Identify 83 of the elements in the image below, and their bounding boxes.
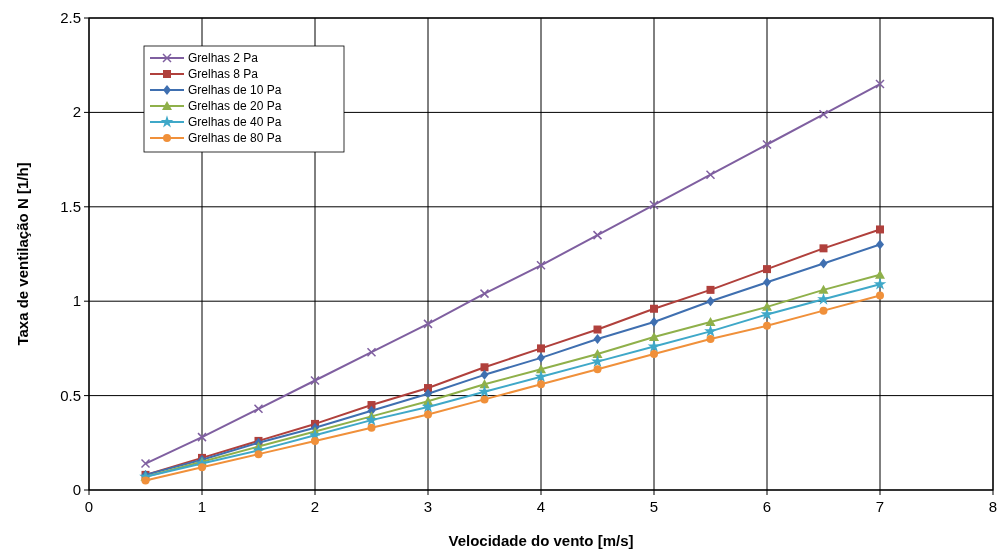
legend-label: Grelhas de 10 Pa [188, 83, 282, 97]
legend-label: Grelhas de 80 Pa [188, 131, 282, 145]
point [876, 225, 884, 234]
point [480, 369, 489, 380]
point [140, 458, 151, 469]
point [593, 333, 602, 344]
y-tick-label: 0 [72, 481, 81, 498]
point [591, 354, 604, 368]
x-tick-label: 3 [423, 498, 433, 515]
point [705, 316, 716, 326]
point [763, 321, 771, 330]
y-tick-label: 1 [72, 292, 81, 310]
point [876, 291, 884, 300]
x-tick-label: 8 [988, 498, 998, 515]
point [706, 334, 715, 343]
point [650, 350, 658, 359]
point [423, 319, 433, 329]
point [762, 139, 772, 150]
point [365, 413, 378, 426]
point [704, 324, 717, 337]
x-tick-label: 0 [84, 498, 94, 515]
y-tick-label: 1.5 [60, 197, 81, 215]
x-tick-label: 7 [875, 498, 885, 515]
point [819, 306, 828, 315]
x-tick-label: 2 [310, 498, 320, 515]
point [819, 244, 828, 253]
point [592, 349, 603, 359]
point [705, 169, 716, 180]
legend-label: Grelhas 8 Pa [188, 67, 259, 81]
point [424, 410, 432, 419]
legend-label: Grelhas 2 Pa [188, 51, 259, 65]
point [253, 404, 264, 414]
point [424, 388, 432, 399]
point [311, 436, 319, 445]
point [592, 230, 603, 240]
point [537, 352, 545, 363]
point [818, 109, 829, 120]
y-axis-title: Taxa de ventilação N [1/h] [14, 162, 31, 346]
point [875, 269, 885, 279]
point [593, 365, 602, 374]
point [537, 344, 545, 353]
x-tick-label: 5 [649, 498, 659, 515]
point [762, 301, 772, 311]
point [593, 325, 602, 334]
point [536, 364, 546, 374]
point [536, 260, 546, 271]
point [760, 307, 774, 320]
point [367, 423, 376, 432]
point [479, 288, 490, 299]
y-tick-label: 0.5 [60, 386, 81, 404]
point [480, 363, 489, 372]
point [706, 285, 715, 294]
point [763, 265, 771, 274]
point [873, 277, 887, 290]
point [480, 395, 489, 404]
point [819, 258, 828, 269]
legend-label: Grelhas de 20 Pa [188, 99, 282, 113]
y-tick-label: 2.5 [60, 9, 81, 26]
point [650, 304, 658, 313]
point [310, 375, 320, 386]
point [647, 339, 661, 352]
x-axis-title: Velocidade do vento [m/s] [448, 532, 634, 549]
point [421, 400, 435, 413]
y-tick-label: 2 [72, 103, 81, 121]
point [649, 332, 659, 342]
point [141, 476, 150, 485]
point [763, 277, 771, 288]
legend-label: Grelhas de 40 Pa [188, 115, 282, 129]
point [875, 79, 885, 89]
x-tick-label: 1 [197, 498, 207, 515]
x-tick-label: 6 [762, 498, 772, 515]
x-tick-label: 4 [536, 498, 546, 515]
point [706, 296, 715, 307]
point [366, 347, 377, 357]
point [197, 432, 207, 442]
point [537, 380, 545, 389]
point [876, 239, 884, 250]
point [478, 385, 491, 398]
point [650, 316, 658, 327]
point [818, 284, 829, 294]
point [649, 200, 659, 210]
point [254, 450, 263, 459]
point [198, 463, 206, 472]
